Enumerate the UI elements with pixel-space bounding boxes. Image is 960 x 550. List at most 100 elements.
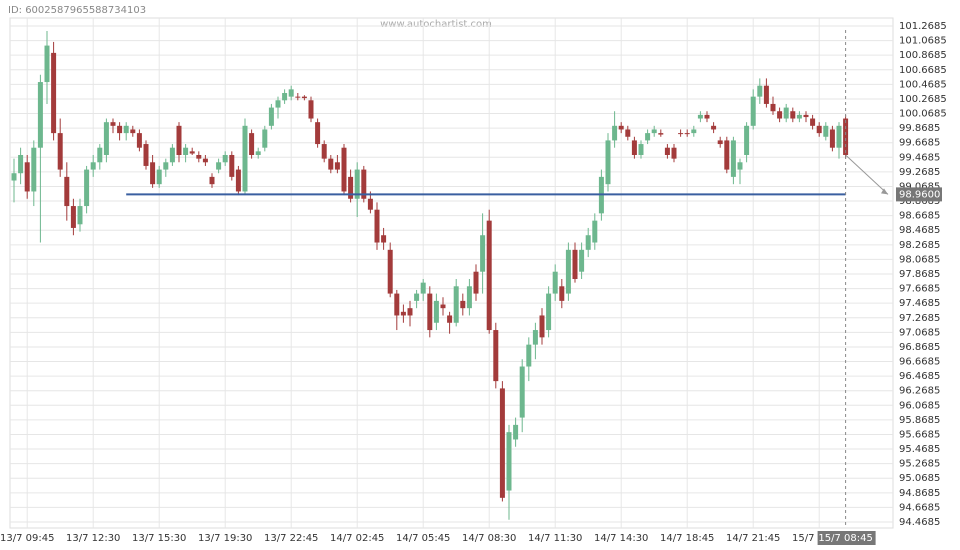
candle-body — [301, 96, 307, 99]
candle-body — [645, 133, 651, 141]
y-tick-label: 95.6685 — [899, 429, 940, 440]
y-tick-label: 99.4685 — [899, 152, 940, 163]
plot-frame — [9, 17, 894, 529]
candle-body — [209, 176, 215, 185]
x-tick-label: 13/7 15:30 — [132, 533, 186, 544]
candle-body — [156, 169, 162, 185]
candle-body — [255, 151, 261, 155]
candle-body — [843, 118, 849, 155]
candle-body — [163, 162, 169, 170]
candle-body — [803, 114, 809, 118]
candle-body — [18, 154, 24, 174]
candle-body — [480, 235, 486, 272]
y-tick-label: 95.4685 — [899, 444, 940, 455]
candle-body — [77, 206, 83, 225]
candle-body — [770, 103, 776, 112]
candle-body — [348, 176, 354, 199]
candle-body — [321, 144, 327, 159]
candle-body — [763, 85, 769, 104]
candle-body — [757, 85, 763, 97]
candle-body — [618, 125, 624, 130]
candle-body — [836, 125, 842, 148]
candle-body — [315, 122, 321, 145]
candle-body — [123, 125, 129, 134]
candle-body — [143, 144, 149, 166]
candle-body — [730, 140, 736, 177]
candle-body — [466, 286, 472, 309]
x-tick-label: 14/7 18:45 — [660, 533, 714, 544]
candle-body — [136, 133, 142, 148]
candle-body — [44, 45, 50, 83]
candle-body — [704, 114, 710, 119]
candle-body — [51, 52, 57, 134]
candle-body — [420, 282, 426, 294]
candle-body — [697, 114, 703, 119]
y-tick-label: 100.8685 — [899, 50, 947, 61]
y-tick-label: 98.4685 — [899, 225, 940, 236]
candle-body — [169, 147, 175, 163]
candle-body — [777, 111, 783, 119]
x-tick-label: 14/7 21:45 — [726, 533, 780, 544]
x-tick-label: 14/7 14:30 — [594, 533, 648, 544]
candle-body — [295, 96, 301, 98]
y-tick-label: 100.2685 — [899, 94, 947, 105]
candle-body — [361, 169, 367, 199]
candle-body — [486, 220, 492, 331]
chart-id: ID: 6002587965588734103 — [8, 5, 146, 16]
candle-body — [367, 198, 373, 210]
y-tick-label: 97.4685 — [899, 298, 940, 309]
x-tick-label: 15/7 08:45 — [818, 533, 872, 544]
candle-body — [414, 293, 420, 301]
y-tick-label: 96.6685 — [899, 357, 940, 368]
candle-body — [387, 249, 393, 294]
candle-body — [625, 129, 631, 137]
watermark: www.autochartist.com — [380, 19, 492, 30]
candle-body — [328, 158, 334, 170]
current-time-box — [817, 531, 876, 545]
candle-body — [572, 249, 578, 279]
y-tick-label: 94.8685 — [899, 488, 940, 499]
y-tick-label: 98.2685 — [899, 240, 940, 251]
candle-body — [579, 249, 585, 272]
candle-body — [176, 125, 182, 155]
x-tick-label: 14/7 05:45 — [396, 533, 450, 544]
y-tick-label: 95.0685 — [899, 473, 940, 484]
candle-body — [235, 169, 241, 192]
y-tick-label: 98.8685 — [899, 196, 940, 207]
y-tick-label: 99.8685 — [899, 123, 940, 134]
y-tick-label: 100.4685 — [899, 79, 947, 90]
candle-body — [427, 293, 433, 331]
y-tick-label: 97.8685 — [899, 269, 940, 280]
candle-body — [810, 118, 816, 126]
candle-body — [585, 235, 591, 250]
y-tick-label: 97.6685 — [899, 284, 940, 295]
y-tick-label: 94.6685 — [899, 502, 940, 513]
candle-body — [829, 129, 835, 148]
candle-body — [433, 300, 439, 323]
candle-body — [473, 271, 479, 294]
candle-body — [823, 125, 829, 137]
candle-body — [84, 169, 90, 207]
y-tick-label: 99.0685 — [899, 181, 940, 192]
candle-body — [790, 111, 796, 119]
y-tick-label: 100.0685 — [899, 109, 947, 120]
x-tick-label: 13/7 12:30 — [66, 533, 120, 544]
y-tick-label: 101.2685 — [899, 21, 947, 32]
candle-body — [684, 133, 690, 135]
y-tick-label: 95.2685 — [899, 459, 940, 470]
candle-body — [651, 129, 657, 134]
y-tick-label: 99.6685 — [899, 138, 940, 149]
candle-body — [189, 151, 195, 154]
y-tick-label: 98.6685 — [899, 211, 940, 222]
candle-body — [519, 366, 525, 418]
candle-body — [460, 300, 466, 309]
candle-body — [453, 286, 459, 323]
candle-body — [400, 311, 406, 316]
candle-body — [64, 176, 70, 207]
y-tick-label: 99.2685 — [899, 167, 940, 178]
level-label-box — [896, 187, 942, 202]
candle-body — [447, 315, 453, 323]
candle-body — [394, 293, 400, 316]
candle-body — [249, 133, 255, 155]
candle-body — [216, 162, 222, 170]
